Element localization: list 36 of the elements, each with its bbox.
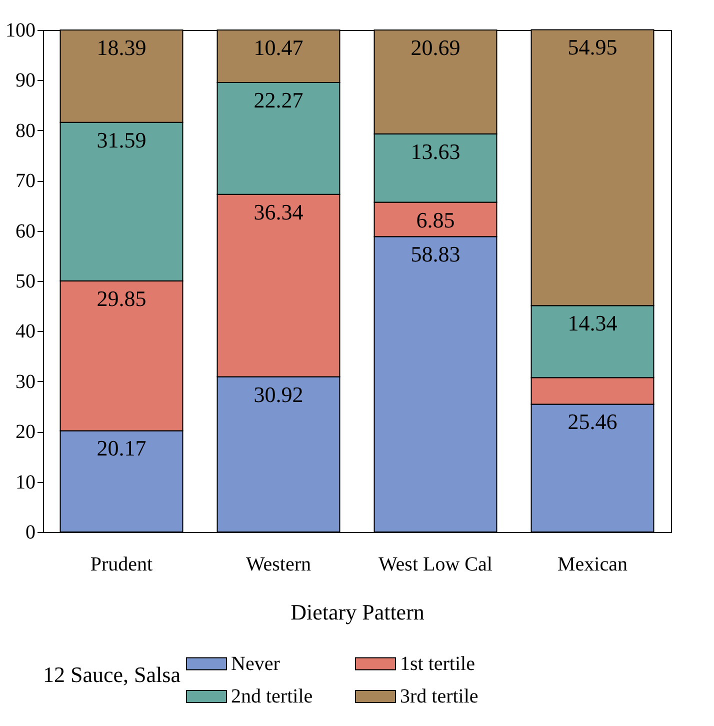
legend-label: Never	[231, 652, 280, 675]
data-label: 6.85	[416, 207, 455, 232]
y-tick-label: 60	[16, 220, 36, 242]
x-tick-label: Mexican	[558, 554, 628, 576]
y-tick-label: 80	[16, 120, 36, 142]
x-tick-label: West Low Cal	[378, 554, 493, 576]
y-tick-label: 20	[16, 421, 36, 444]
y-tick-label: 40	[16, 320, 36, 343]
data-label: 58.83	[410, 242, 460, 267]
data-label: 22.27	[254, 88, 304, 113]
x-axis-title: Dietary Pattern	[290, 600, 424, 624]
data-label: 13.63	[410, 138, 460, 164]
data-label: 25.46	[568, 409, 618, 434]
legend-label: 2nd tertile	[231, 686, 313, 708]
data-label: 20.17	[96, 436, 146, 461]
x-tick-label: Prudent	[90, 554, 154, 576]
y-tick-label: 70	[16, 170, 36, 192]
data-label: 10.47	[254, 35, 304, 60]
data-label: 29.85	[96, 286, 146, 311]
y-tick-label: 50	[16, 270, 36, 292]
legend-title: 12 Sauce, Salsa	[43, 662, 181, 687]
y-tick-label: 90	[16, 70, 36, 92]
data-label: 20.69	[410, 35, 460, 60]
y-tick-label: 10	[16, 471, 36, 494]
x-tick-label: Western	[246, 554, 312, 576]
data-label: 54.95	[568, 34, 618, 60]
data-label: 30.92	[254, 382, 304, 407]
data-label: 18.39	[96, 35, 146, 60]
y-tick-label: 30	[16, 370, 36, 393]
y-tick-label: 100	[6, 20, 36, 42]
y-tick-label: 0	[26, 522, 36, 544]
data-label: 36.34	[254, 199, 304, 224]
data-label: 14.34	[568, 310, 618, 336]
legend-label: 3rd tertile	[400, 686, 478, 708]
data-label: 31.59	[96, 127, 146, 152]
legend-label: 1st tertile	[400, 652, 476, 675]
